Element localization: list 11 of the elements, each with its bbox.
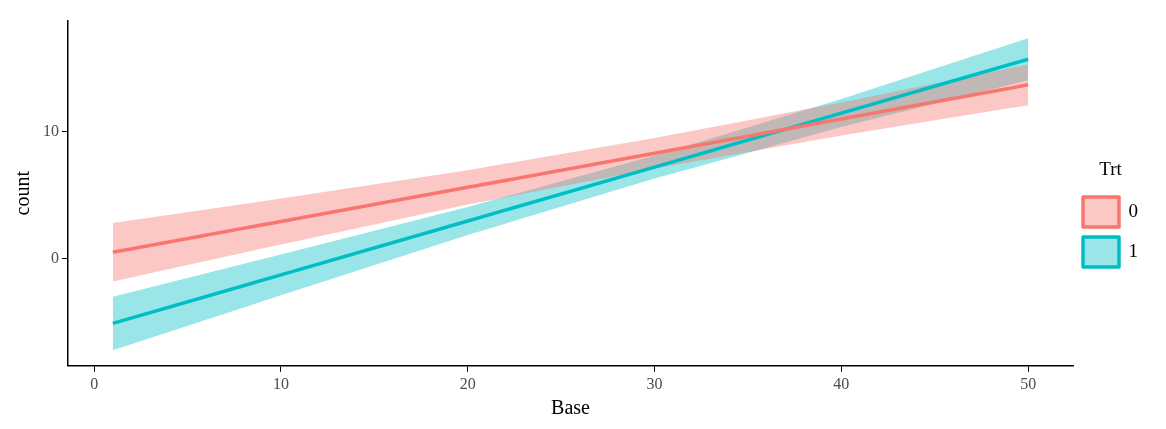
x-tick-label: 40 [833, 374, 850, 392]
x-tick-label: 30 [646, 374, 663, 392]
x-tick-label: 20 [459, 374, 476, 392]
x-tick-label: 10 [272, 374, 289, 392]
legend-title: Trt [1099, 157, 1123, 179]
legend-label: 0 [1128, 199, 1138, 221]
legend-label: 1 [1128, 239, 1138, 261]
x-tick-label: 50 [1020, 374, 1037, 392]
x-tick-label: 0 [90, 374, 99, 392]
y-axis-title: count [11, 170, 34, 216]
x-axis-title: Base [551, 396, 591, 419]
